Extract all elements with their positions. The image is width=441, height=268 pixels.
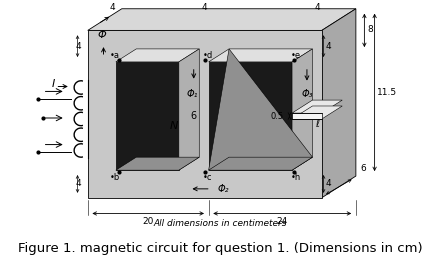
Text: 20: 20 — [142, 217, 154, 226]
Text: Figure 1. magnetic circuit for question 1. (Dimensions in cm): Figure 1. magnetic circuit for question … — [18, 242, 423, 255]
Text: Φ: Φ — [97, 30, 106, 40]
Polygon shape — [209, 49, 313, 62]
Bar — [116, 62, 179, 170]
Polygon shape — [322, 9, 356, 198]
Text: •c: •c — [203, 173, 213, 181]
Polygon shape — [116, 49, 199, 62]
Text: 4: 4 — [75, 180, 81, 188]
Polygon shape — [116, 157, 199, 170]
Text: •e: •e — [291, 51, 301, 61]
Text: 8: 8 — [367, 25, 373, 34]
Polygon shape — [179, 49, 199, 170]
Text: Φ₂: Φ₂ — [217, 184, 229, 194]
Text: 11.5: 11.5 — [377, 88, 397, 97]
Bar — [292, 113, 322, 119]
Text: •b: •b — [110, 173, 120, 181]
Text: 4: 4 — [201, 3, 207, 13]
Polygon shape — [292, 106, 342, 119]
Text: 6: 6 — [191, 111, 197, 121]
Text: 4: 4 — [109, 3, 115, 13]
Text: 4: 4 — [75, 42, 81, 51]
Text: I: I — [52, 79, 55, 88]
Text: 4: 4 — [325, 180, 331, 188]
Text: •d: •d — [203, 51, 213, 61]
Text: 6: 6 — [360, 164, 366, 173]
Polygon shape — [209, 157, 313, 170]
Polygon shape — [209, 49, 313, 170]
Text: N: N — [169, 121, 178, 131]
Polygon shape — [292, 49, 313, 170]
Text: Φ₁: Φ₁ — [186, 90, 198, 99]
Polygon shape — [292, 100, 342, 113]
Text: •a: •a — [110, 51, 120, 61]
Bar — [88, 30, 322, 198]
Text: •h: •h — [291, 173, 301, 181]
Text: Φ₃: Φ₃ — [301, 90, 313, 99]
Polygon shape — [88, 9, 356, 30]
Text: 4: 4 — [314, 3, 320, 13]
Text: All dimensions in centimeters: All dimensions in centimeters — [154, 219, 287, 228]
Bar — [292, 113, 322, 119]
Text: ℓ: ℓ — [316, 119, 320, 129]
Text: 0.5: 0.5 — [270, 111, 283, 121]
Text: 4: 4 — [325, 42, 331, 51]
Bar — [209, 62, 292, 170]
Text: 24: 24 — [277, 217, 288, 226]
